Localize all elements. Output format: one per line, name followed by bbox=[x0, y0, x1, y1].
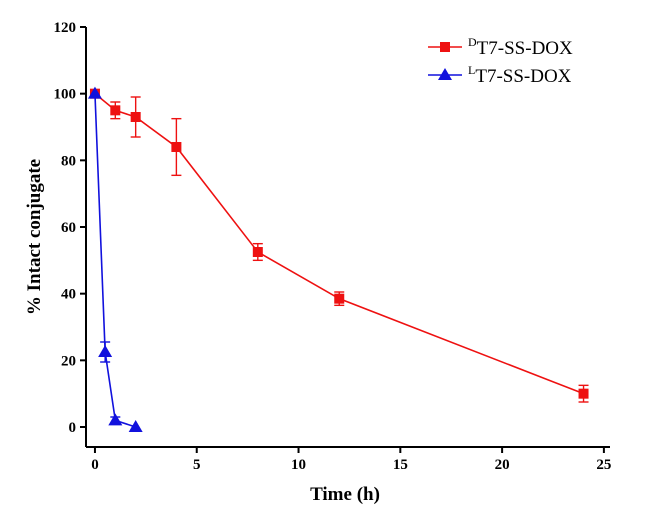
x-tick-label: 10 bbox=[291, 457, 306, 473]
data-point bbox=[578, 388, 589, 399]
legend-label-text: T7-SS-DOX bbox=[477, 38, 573, 59]
series-line bbox=[94, 93, 136, 428]
data-point bbox=[171, 142, 182, 152]
y-tick-label: 100 bbox=[54, 87, 77, 103]
data-point bbox=[130, 112, 141, 122]
data-point bbox=[252, 247, 263, 257]
x-tick-label: 15 bbox=[393, 457, 408, 473]
x-tick-label: 0 bbox=[91, 457, 99, 473]
x-tick-label: 5 bbox=[193, 457, 201, 473]
data-point bbox=[87, 86, 102, 99]
series-1 bbox=[87, 86, 143, 432]
legend-marker bbox=[438, 68, 452, 80]
data-point bbox=[110, 105, 121, 116]
x-tick-label: 20 bbox=[495, 457, 510, 473]
y-tick-label: 120 bbox=[54, 20, 77, 36]
y-axis-label: % Intact conjugate bbox=[24, 159, 45, 315]
legend-label-superscript: D bbox=[468, 35, 477, 49]
y-tick-label: 0 bbox=[69, 420, 77, 436]
legend-label: DT7-SS-DOX bbox=[468, 35, 573, 59]
y-tick-label: 20 bbox=[61, 353, 76, 369]
y-tick-label: 80 bbox=[61, 153, 76, 169]
legend-label-superscript: L bbox=[468, 63, 475, 77]
series-0 bbox=[89, 88, 589, 403]
legend-label: LT7-SS-DOX bbox=[468, 63, 572, 87]
y-tick-label: 60 bbox=[61, 220, 76, 236]
y-tick-label: 40 bbox=[61, 287, 76, 303]
x-tick-label: 25 bbox=[596, 457, 611, 473]
data-point bbox=[128, 420, 143, 432]
legend-label-text: T7-SS-DOX bbox=[475, 66, 571, 87]
series-line bbox=[94, 93, 584, 395]
x-axis-label: Time (h) bbox=[310, 484, 380, 505]
legend-marker bbox=[440, 42, 450, 52]
data-point bbox=[334, 293, 345, 304]
data-point bbox=[98, 345, 113, 357]
data-point bbox=[108, 413, 123, 426]
